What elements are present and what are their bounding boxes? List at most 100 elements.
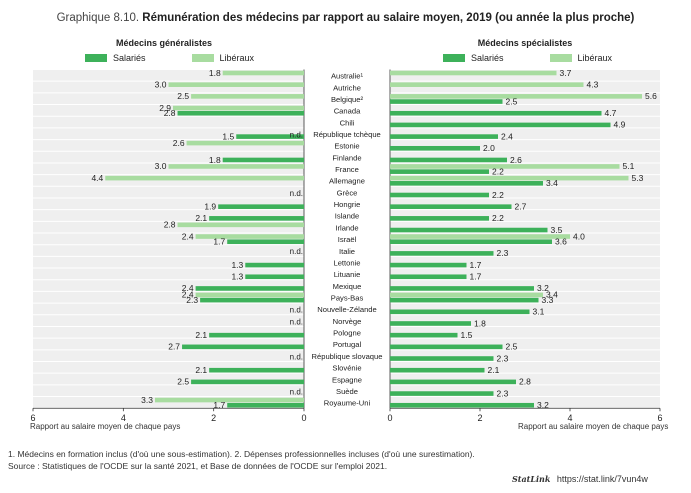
right-x-tick-label: 4 [567, 413, 572, 423]
statlink[interactable]: StatLink https://stat.link/7vun4w [512, 474, 648, 484]
right-label-salaries: 4.9 [614, 120, 626, 130]
left-label-salaries: 1.9 [204, 201, 216, 211]
left-bar-liberaux [195, 292, 304, 298]
right-bar-salaries [390, 379, 516, 385]
left-x-tick-label: 0 [301, 413, 306, 423]
left-bar-salaries [182, 344, 304, 350]
left-bar-salaries [245, 262, 304, 268]
left-bar-salaries [209, 332, 304, 338]
right-bar-liberaux [390, 82, 584, 87]
legend-label-liberaux: Libéraux [219, 53, 255, 63]
country-label: Lituanie [334, 270, 361, 279]
right-label-salaries: 2.7 [515, 201, 527, 211]
left-x-tick-label: 6 [30, 413, 35, 423]
right-bar-salaries [390, 297, 539, 303]
left-bar-liberaux [168, 82, 304, 87]
country-label: République slovaque [312, 352, 383, 361]
left-bar-salaries [236, 134, 304, 139]
country-label: Nouvelle-Zélande [317, 305, 377, 314]
right-bar-salaries [390, 192, 489, 198]
country-label: Australie¹ [331, 72, 364, 81]
legend-label-salaries: Salariés [471, 53, 504, 63]
legend-swatch-salaries [85, 54, 107, 62]
left-label-liberaux: 3.0 [155, 161, 167, 171]
right-panel-title: Médecins spécialistes [477, 38, 573, 48]
left-x-axis-title: Rapport au salaire moyen de chaque pays [30, 422, 181, 431]
right-bar-liberaux [390, 70, 557, 76]
left-bar-liberaux [173, 105, 304, 111]
country-label: Slovénie [332, 364, 361, 373]
left-label-salaries: 1.7 [213, 237, 225, 247]
right-bar-salaries [390, 367, 485, 373]
left-bar-salaries [218, 204, 304, 209]
left-bar-salaries [200, 297, 304, 303]
left-label-salaries: 1.3 [231, 260, 243, 270]
right-bar-salaries [390, 332, 458, 338]
left-label-salaries: 2.5 [177, 377, 189, 387]
right-label-salaries: 2.3 [497, 388, 509, 398]
left-bar-liberaux [186, 140, 304, 146]
country-label: Norvège [333, 317, 362, 326]
left-bar-liberaux [154, 397, 304, 403]
right-legend: Salariés Libéraux [443, 53, 612, 63]
right-bar-liberaux [390, 234, 570, 239]
right-bar-salaries [390, 169, 489, 174]
right-x-tick-label: 6 [657, 413, 662, 423]
country-label: Royaume-Uni [324, 399, 371, 408]
country-label: Espagne [332, 375, 362, 384]
country-label: Suède [336, 387, 358, 396]
right-label-salaries: 2.2 [492, 166, 504, 176]
left-label-liberaux: 2.9 [159, 103, 171, 113]
country-label: Canada [334, 107, 361, 116]
legend-swatch-salaries [443, 54, 465, 62]
left-label-nd: n.d. [290, 306, 303, 315]
right-bar-liberaux [390, 175, 629, 181]
left-label-salaries: 2.8 [164, 108, 176, 118]
right-label-salaries: 3.2 [537, 283, 549, 293]
left-bar-salaries [222, 157, 304, 163]
left-label-salaries: 2.1 [195, 365, 207, 375]
left-label-nd: n.d. [290, 189, 303, 198]
right-bar-salaries [390, 99, 503, 104]
right-label-salaries: 3.2 [537, 400, 549, 410]
right-label-liberaux: 3.7 [560, 68, 572, 78]
country-label: Allemagne [329, 177, 365, 186]
country-label: Chili [340, 118, 355, 127]
right-label-salaries: 2.5 [506, 342, 518, 352]
left-label-liberaux: 2.4 [182, 231, 194, 241]
right-label-salaries: 1.5 [461, 330, 473, 340]
left-bar-salaries [227, 402, 304, 408]
right-label-salaries: 2.3 [497, 248, 509, 258]
left-plot-area [33, 69, 304, 409]
right-label-salaries: 2.8 [519, 377, 531, 387]
left-label-nd: n.d. [290, 317, 303, 326]
left-bar-salaries [227, 239, 304, 245]
country-label: Autriche [333, 83, 361, 92]
right-label-salaries: 2.3 [497, 353, 509, 363]
country-label: République tchèque [313, 130, 381, 139]
right-label-liberaux: 5.1 [623, 161, 635, 171]
left-label-salaries: 2.4 [182, 283, 194, 293]
left-bar-salaries [209, 367, 304, 373]
statlink-url[interactable]: https://stat.link/7vun4w [556, 474, 648, 484]
right-label-salaries: 1.8 [474, 318, 486, 328]
left-label-liberaux: 2.8 [164, 220, 176, 230]
right-label-salaries: 4.7 [605, 108, 617, 118]
country-label: Mexique [333, 282, 362, 291]
country-label: Finlande [332, 153, 361, 162]
right-bar-salaries [390, 356, 494, 361]
legend-swatch-liberaux [191, 54, 214, 62]
right-bar-salaries [390, 239, 552, 245]
right-label-liberaux: 3.4 [546, 290, 558, 300]
right-label-liberaux: 5.3 [632, 173, 644, 183]
left-label-liberaux: 3.3 [141, 395, 153, 405]
left-label-salaries: 2.7 [168, 342, 180, 352]
left-label-liberaux: 3.0 [155, 79, 167, 89]
statlink-brand: StatLink [512, 474, 551, 484]
left-label-nd: n.d. [290, 352, 303, 361]
country-label: Grèce [337, 188, 358, 197]
chart-title-prefix: Graphique 8.10. [56, 12, 140, 24]
left-x-tick-label: 2 [211, 413, 216, 423]
left-panel-title: Médecins généralistes [115, 38, 213, 48]
left-bar-salaries [177, 110, 304, 116]
